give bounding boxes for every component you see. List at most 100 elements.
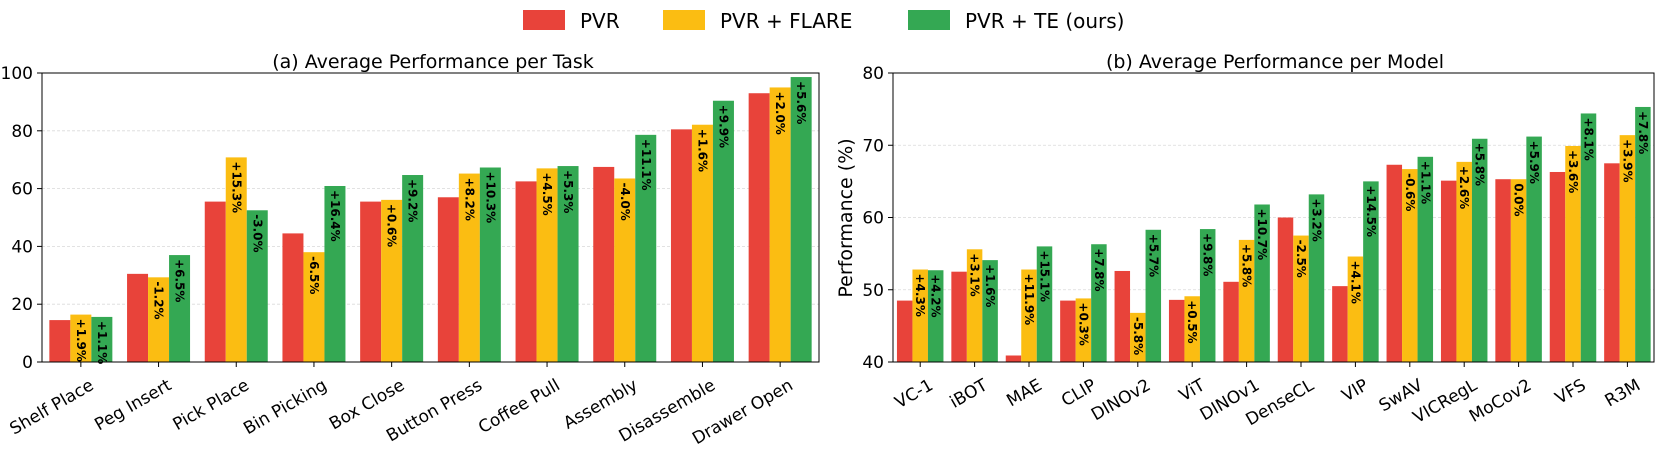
legend-label-flare: PVR + FLARE <box>720 9 852 33</box>
bar-label: +5.3% <box>561 170 575 213</box>
bar-pvr-flare-vit <box>1184 296 1200 362</box>
bar-pvr-te-ours-ibot <box>982 260 998 362</box>
bar-label: +2.0% <box>773 91 787 134</box>
x-tick-label: Bin Picking <box>240 375 330 439</box>
bar-pvr-te-ours-shelf-place <box>91 316 113 362</box>
bar-pvr-flare-bin-picking <box>303 252 325 362</box>
bar-pvr-densecl <box>1277 217 1294 362</box>
bar-label: +10.3% <box>483 172 497 224</box>
bar-pvr-te-ours-disassemble <box>712 100 734 362</box>
bar-pvr-te-ours-button-press <box>479 167 501 362</box>
y-tick-label: 100 <box>1 64 33 84</box>
bar-pvr-te-ours-assembly <box>635 134 657 362</box>
bar-pvr-flare-box-close <box>381 199 403 362</box>
bar-label: +3.6% <box>1566 150 1580 193</box>
bar-label: +4.1% <box>1348 261 1362 304</box>
x-tick-label: iBOT <box>947 375 992 413</box>
bars-task: +1.9% +1.1% -1.2% +6.5% +15.3% -3.0% -6.5% +16.… <box>49 77 812 364</box>
x-tick-label: MoCov2 <box>1466 375 1535 426</box>
bar-label: +9.8% <box>1201 233 1215 276</box>
bar-label: +8.2% <box>462 178 476 221</box>
bar-label: -2.5% <box>1294 240 1308 278</box>
bar-label: +6.5% <box>173 259 187 302</box>
bar-label: -0.6% <box>1403 173 1417 211</box>
y-tick-label: 60 <box>11 180 33 200</box>
bar-label: +5.9% <box>1527 141 1541 184</box>
bar-label: +5.8% <box>1473 143 1487 186</box>
bar-label: +9.9% <box>716 105 730 148</box>
bar-pvr-flare-ibot <box>966 249 983 362</box>
bar-label: +4.2% <box>929 274 943 317</box>
bar-label: +0.6% <box>385 204 399 247</box>
panel-model-chart: (b) Average Performance per Model Perfor… <box>835 51 1655 430</box>
bar-pvr-te-ours-box-close <box>402 175 424 362</box>
x-tick-label: VFS <box>1552 375 1590 408</box>
bar-pvr-dinov1 <box>1223 281 1239 362</box>
bars-model: +4.3% +4.2% +3.1% +1.6% +11.9% +15.1%+0.3%+7.… <box>896 106 1651 363</box>
bar-pvr-mocov2 <box>1495 179 1511 362</box>
bar-pvr-assembly <box>593 166 615 362</box>
bar-label: -5.8% <box>1131 317 1145 355</box>
bar-pvr-flare-swav <box>1402 169 1418 362</box>
bar-pvr-flare-vc-1 <box>912 269 928 362</box>
x-tick-label: ViT <box>1176 375 1209 406</box>
bar-pvr-pick-place <box>204 201 226 362</box>
bar-pvr-ibot <box>951 271 967 362</box>
bar-pvr-flare-pick-place <box>225 157 247 362</box>
x-tick-label: Shelf Place <box>7 375 98 439</box>
bar-label: 0.0% <box>1512 183 1526 216</box>
bar-pvr-te-ours-bin-picking <box>324 185 346 362</box>
bar-pvr-flare-vip <box>1347 256 1364 362</box>
bar-pvr-te-ours-peg-insert <box>169 255 191 362</box>
x-tick-label: Coffee Pull <box>475 375 563 438</box>
bar-label: -6.5% <box>307 256 321 294</box>
legend-label-te: PVR + TE (ours) <box>965 9 1124 33</box>
chart-title-task: (a) Average Performance per Task <box>272 51 594 73</box>
bar-pvr-flare-dinov2 <box>1130 312 1146 362</box>
bar-pvr-button-press <box>437 197 459 362</box>
bar-label: +8.1% <box>1582 117 1596 160</box>
plot-frame <box>41 72 820 363</box>
bar-label: +1.1% <box>95 321 109 364</box>
bar-label: +14.5% <box>1364 185 1378 237</box>
bar-label: +3.9% <box>1620 139 1634 182</box>
x-tick-label: MAE <box>1003 375 1045 411</box>
bar-pvr-swav <box>1386 164 1403 362</box>
bar-pvr-flare-mocov2 <box>1510 179 1527 362</box>
y-tick-label: 80 <box>11 122 33 142</box>
bar-pvr-r3m <box>1604 163 1620 362</box>
y-tick-label: 0 <box>22 353 33 373</box>
bar-label: +4.5% <box>540 172 554 215</box>
bar-pvr-flare-vicregl <box>1456 161 1472 362</box>
bar-label: +15.1% <box>1038 250 1052 302</box>
bar-label: +4.3% <box>913 274 927 317</box>
y-tick-label: 80 <box>862 64 884 84</box>
y-tick-label: 70 <box>862 136 884 156</box>
bar-label: +11.9% <box>1022 274 1036 326</box>
bar-pvr-drawer-open <box>748 93 770 362</box>
bar-pvr-disassemble <box>670 129 692 362</box>
bar-pvr-te-ours-densecl <box>1308 194 1325 362</box>
bar-label: -1.2% <box>152 281 166 319</box>
bar-pvr-flare-vfs <box>1565 145 1581 362</box>
bar-label: +0.3% <box>1076 302 1090 345</box>
bar-label: +5.8% <box>1240 244 1254 287</box>
bar-label: +15.3% <box>229 161 243 213</box>
bar-pvr-flare-assembly <box>614 178 636 362</box>
bar-pvr-bin-picking <box>282 233 304 362</box>
bar-label: +1.6% <box>983 264 997 307</box>
bar-label: +1.9% <box>74 319 88 362</box>
legend-swatch-flare <box>663 10 705 30</box>
bar-label: +11.1% <box>639 139 653 191</box>
bar-label: +5.7% <box>1146 234 1160 277</box>
bar-label: +16.4% <box>328 190 342 242</box>
bar-label: +3.1% <box>968 253 982 296</box>
bar-pvr-vfs <box>1549 171 1566 362</box>
bar-pvr-te-ours-pick-place <box>246 210 268 362</box>
y-tick-label: 60 <box>862 209 884 229</box>
bar-pvr-te-ours-dinov1 <box>1254 204 1270 362</box>
bar-pvr-te-ours-vit <box>1199 229 1216 362</box>
bar-label: -3.0% <box>250 214 264 252</box>
